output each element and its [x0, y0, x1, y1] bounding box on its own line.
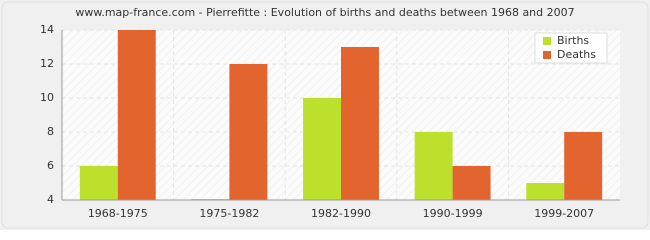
y-tick-label: 4 — [47, 193, 54, 206]
bar — [414, 132, 453, 200]
x-tick-label: 1990-1999 — [423, 207, 483, 220]
bar — [564, 132, 603, 200]
x-tick-label: 1975-1982 — [199, 207, 259, 220]
y-tick-label: 6 — [47, 159, 54, 172]
x-tick-label: 1982-1990 — [311, 207, 371, 220]
bar — [229, 64, 268, 200]
legend-swatch — [543, 37, 551, 45]
y-tick-label: 12 — [40, 57, 54, 70]
x-tick-label: 1999-2007 — [534, 207, 594, 220]
bar — [303, 98, 341, 200]
bar — [341, 47, 379, 200]
y-tick-label: 14 — [40, 23, 54, 36]
legend-swatch — [543, 51, 551, 59]
bar — [526, 183, 565, 200]
legend-label: Deaths — [557, 48, 596, 61]
y-tick-label: 10 — [40, 91, 54, 104]
chart-title: www.map-france.com - Pierrefitte : Evolu… — [75, 6, 574, 19]
legend-label: Births — [557, 34, 589, 47]
y-tick-label: 8 — [47, 125, 54, 138]
bar — [452, 166, 491, 200]
chart: www.map-france.com - Pierrefitte : Evolu… — [0, 0, 650, 230]
x-tick-label: 1968-1975 — [88, 207, 148, 220]
bar — [117, 30, 156, 200]
bar — [79, 166, 118, 200]
